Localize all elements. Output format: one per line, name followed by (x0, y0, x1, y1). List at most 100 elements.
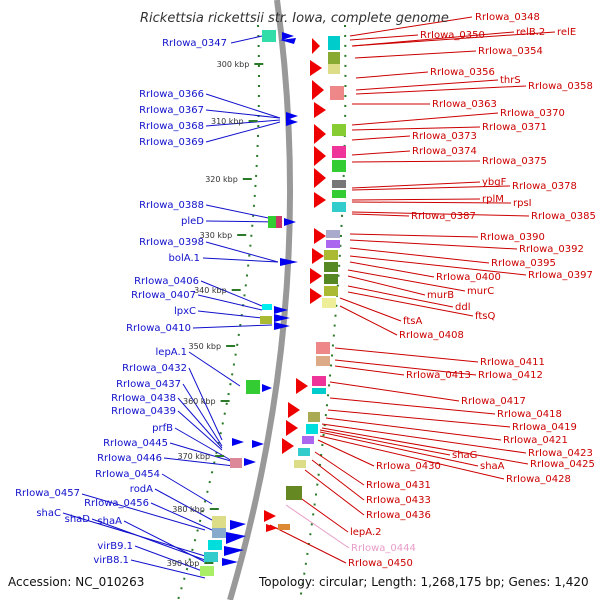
gene-label: RrIowa_0354 (478, 46, 543, 57)
gene-label: RrIowa_0454 (95, 469, 160, 480)
gene-label: shaG (452, 450, 477, 461)
gene-label: RrIowa_0410 (126, 323, 191, 334)
pseudo-connector-line (285, 504, 350, 549)
minus-strand-labels: RrIowa_0347 RrIowa_0366 RrIowa_0367 RrIowa_… (15, 38, 227, 566)
gene-label: RrIowa_0450 (348, 558, 413, 569)
kbp-label: 360 kbp (183, 397, 216, 406)
gene-label: RrIowa_0439 (111, 406, 176, 417)
gene-label: murC (467, 286, 494, 297)
gene-label: RrIowa_0423 (528, 448, 593, 459)
gene-label: shaA (480, 461, 505, 472)
gene-label: RrIowa_0432 (122, 363, 187, 374)
gene-label: lepA.1 (156, 347, 187, 358)
kbp-label: 310 kbp (211, 117, 244, 126)
gene-label: RrIowa_0369 (139, 137, 204, 148)
gene-label: prfB (152, 423, 173, 434)
gene-label: ftsQ (475, 311, 495, 322)
outer-dotted-track (299, 24, 347, 600)
gene-label: RrIowa_0366 (139, 89, 204, 100)
gene-label: RrIowa_0408 (399, 330, 464, 341)
kbp-label: 300 kbp (217, 60, 250, 69)
topology-label: Topology: circular; Length: 1,268,175 bp… (258, 575, 589, 589)
plus-strand-labels: RrIowa_0348 RrIowa_0350 relB.2 relE RrIowa_0… (348, 12, 596, 569)
accession-label: Accession: NC_010263 (8, 575, 144, 589)
gene-label: ftsA (403, 316, 422, 327)
gene-label: RrIowa_0392 (519, 244, 584, 255)
gene-label: RrIowa_0387 (411, 211, 476, 222)
gene-label: RrIowa_0428 (506, 474, 571, 485)
gene-label: RrIowa_0373 (412, 131, 477, 142)
gene-label: RrIowa_0395 (491, 258, 556, 269)
gene-label: virB9.1 (97, 541, 133, 552)
gene-label: RrIowa_0446 (97, 453, 162, 464)
gene-label: RrIowa_0431 (366, 480, 431, 491)
kbp-label: 390 kbp (167, 559, 200, 568)
kbp-label: 320 kbp (205, 175, 238, 184)
gene-label: RrIowa_0417 (461, 396, 526, 407)
gene-label: RrIowa_0371 (482, 122, 547, 133)
gene-label: RrIowa_0388 (139, 200, 204, 211)
gene-label: RrIowa_0444 (351, 543, 416, 554)
gene-label: rpsI (513, 198, 532, 209)
genome-title: Rickettsia rickettsii str. Iowa, complet… (140, 11, 449, 26)
gene-label: ybgF (482, 177, 507, 188)
gene-label: RrIowa_0412 (478, 370, 543, 381)
gene-label: RrIowa_0370 (500, 108, 565, 119)
kbp-label: 370 kbp (177, 452, 210, 461)
gene-label: shaC (36, 508, 61, 519)
left-connector-lines (62, 35, 281, 579)
gene-label: RrIowa_0421 (503, 435, 568, 446)
gene-label: RrIowa_0445 (103, 438, 168, 449)
gene-label: RrIowa_0430 (376, 461, 441, 472)
gene-label: relE (557, 27, 576, 38)
gene-label: virB8.1 (93, 555, 129, 566)
gene-label: ddl (455, 302, 470, 313)
gene-label: RrIowa_0437 (116, 379, 181, 390)
gene-label: RrIowa_0400 (436, 272, 501, 283)
gene-label: RrIowa_0398 (139, 237, 204, 248)
gene-label: RrIowa_0358 (528, 81, 593, 92)
gene-label: lepA.2 (350, 527, 381, 538)
kbp-label: 380 kbp (172, 505, 205, 514)
gene-label: RrIowa_0436 (366, 510, 431, 521)
gene-label: lpxC (174, 306, 196, 317)
gene-label: RrIowa_0374 (412, 146, 477, 157)
kbp-label: 340 kbp (194, 286, 227, 295)
gene-label: RrIowa_0363 (432, 99, 497, 110)
gene-label: shaD (65, 514, 91, 525)
gene-label: RrIowa_0411 (480, 357, 545, 368)
gene-label: rplM (482, 194, 504, 205)
gene-label: RrIowa_0348 (475, 12, 540, 23)
gene-label: shaA (97, 516, 122, 527)
gene-label: RrIowa_0425 (530, 459, 595, 470)
gene-label: murB (427, 290, 454, 301)
gene-label: RrIowa_0456 (84, 498, 149, 509)
gene-label: pleD (181, 216, 204, 227)
gene-label: RrIowa_0433 (366, 495, 431, 506)
gene-label: relB.2 (516, 27, 545, 38)
gene-label: thrS (500, 75, 521, 86)
kbp-label: 330 kbp (200, 231, 233, 240)
gene-label: RrIowa_0457 (15, 488, 80, 499)
gene-label: RrIowa_0375 (482, 156, 547, 167)
gene-label: rodA (130, 484, 153, 495)
gene-label: RrIowa_0438 (111, 393, 176, 404)
gene-label: RrIowa_0406 (134, 276, 199, 287)
gene-label: RrIowa_0407 (131, 290, 196, 301)
gene-label: RrIowa_0378 (512, 181, 577, 192)
gene-label: RrIowa_0418 (497, 409, 562, 420)
genome-backbone-arc (227, 0, 294, 600)
gene-label: RrIowa_0419 (512, 422, 577, 433)
gene-label: bolA.1 (169, 253, 200, 264)
gene-label: RrIowa_0397 (528, 270, 593, 281)
gene-label: RrIowa_0385 (531, 211, 596, 222)
kbp-scale: 300 kbp 310 kbp 320 kbp 330 kbp 340 kbp 350 k… (167, 60, 264, 568)
gene-label: RrIowa_0368 (139, 121, 204, 132)
right-connector-lines (269, 16, 556, 564)
gene-label: RrIowa_0350 (420, 30, 485, 41)
gene-label: RrIowa_0356 (430, 67, 495, 78)
gene-label: RrIowa_0367 (139, 105, 204, 116)
kbp-label: 350 kbp (188, 342, 221, 351)
gene-label: RrIowa_0390 (480, 232, 545, 243)
